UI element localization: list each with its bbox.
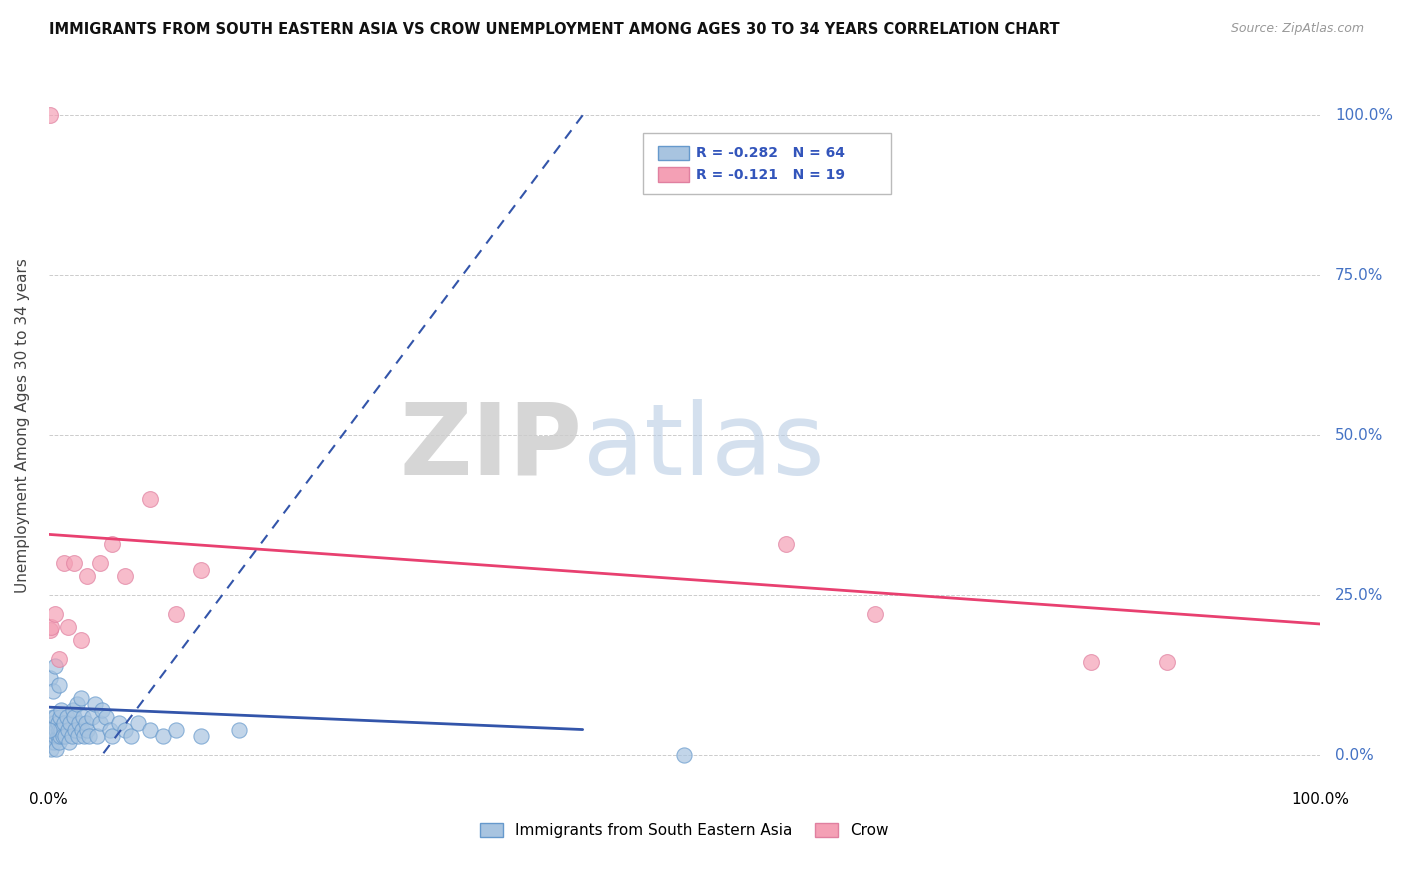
Text: R = -0.282   N = 64: R = -0.282 N = 64 (696, 146, 845, 160)
Point (49, 710, 72, 724)
Text: 75.0%: 75.0% (1336, 268, 1384, 283)
Point (56, 723, 79, 737)
Point (44, 658, 66, 673)
Text: 0.0%: 0.0% (1336, 747, 1374, 763)
Point (190, 563, 212, 577)
Point (48, 735, 70, 749)
Point (46, 716, 69, 731)
Point (72, 710, 94, 724)
Point (39, 671, 62, 685)
Point (101, 729, 124, 743)
Point (67, 716, 90, 731)
Point (165, 607, 187, 622)
Point (56, 620, 79, 634)
Point (114, 723, 136, 737)
Text: 25.0%: 25.0% (1336, 588, 1384, 603)
Point (76, 569, 98, 583)
Point (52, 729, 75, 743)
Point (39, 716, 62, 731)
Point (120, 729, 142, 743)
Point (89, 556, 111, 570)
Point (48, 652, 70, 666)
Legend: Immigrants from South Eastern Asia, Crow: Immigrants from South Eastern Asia, Crow (474, 817, 896, 845)
Text: Source: ZipAtlas.com: Source: ZipAtlas.com (1230, 22, 1364, 36)
Point (91, 703, 114, 717)
Point (1156, 656, 1178, 670)
Point (165, 723, 187, 737)
Point (44, 729, 66, 743)
Point (48, 723, 70, 737)
Point (39, 741, 62, 756)
Point (70, 723, 93, 737)
Point (42, 716, 65, 731)
Point (75, 716, 97, 731)
Point (69, 632, 91, 647)
Point (673, 748, 696, 763)
Point (139, 492, 162, 507)
Text: atlas: atlas (582, 399, 824, 496)
Point (60, 729, 83, 743)
Text: ZIP: ZIP (399, 399, 582, 496)
Point (65, 723, 87, 737)
Point (41, 710, 63, 724)
Point (152, 729, 174, 743)
Point (44, 710, 66, 724)
Point (45, 723, 67, 737)
Point (863, 607, 886, 622)
Point (42, 735, 65, 749)
Text: 100.0%: 100.0% (1336, 108, 1393, 123)
Point (107, 716, 129, 731)
Point (49, 729, 72, 743)
Point (51, 703, 73, 717)
Point (114, 569, 136, 583)
Point (89, 716, 111, 731)
Point (83, 697, 105, 711)
Point (62, 703, 84, 717)
Text: R = -0.121   N = 19: R = -0.121 N = 19 (696, 168, 845, 181)
Point (66, 729, 89, 743)
Point (39, 735, 62, 749)
Point (38, 723, 60, 737)
Y-axis label: Unemployment Among Ages 30 to 34 years: Unemployment Among Ages 30 to 34 years (15, 258, 30, 593)
Point (76, 723, 98, 737)
Point (48, 678, 70, 692)
Point (44, 607, 66, 622)
Point (51, 723, 73, 737)
Point (46, 729, 69, 743)
Point (228, 723, 250, 737)
Point (1080, 656, 1102, 670)
Point (55, 710, 77, 724)
Text: IMMIGRANTS FROM SOUTH EASTERN ASIA VS CROW UNEMPLOYMENT AMONG AGES 30 TO 34 YEAR: IMMIGRANTS FROM SOUTH EASTERN ASIA VS CR… (49, 22, 1060, 37)
Point (45, 741, 67, 756)
Point (190, 729, 212, 743)
Point (39, 620, 62, 634)
Point (66, 697, 89, 711)
Point (63, 710, 86, 724)
Point (101, 537, 124, 551)
Point (127, 716, 149, 731)
Point (80, 710, 103, 724)
Point (41, 729, 63, 743)
Point (39, 108, 62, 122)
Point (94, 710, 117, 724)
Point (53, 729, 76, 743)
Point (39, 723, 62, 737)
Point (139, 723, 162, 737)
Point (79, 729, 101, 743)
Point (86, 729, 108, 743)
Point (59, 716, 82, 731)
Point (98, 723, 121, 737)
Point (58, 735, 80, 749)
Point (39, 624, 62, 638)
Point (63, 556, 86, 570)
Point (73, 729, 96, 743)
Point (775, 537, 797, 551)
Point (69, 690, 91, 705)
Point (53, 556, 76, 570)
Text: 50.0%: 50.0% (1336, 427, 1384, 442)
Point (41, 684, 63, 698)
Point (53, 716, 76, 731)
